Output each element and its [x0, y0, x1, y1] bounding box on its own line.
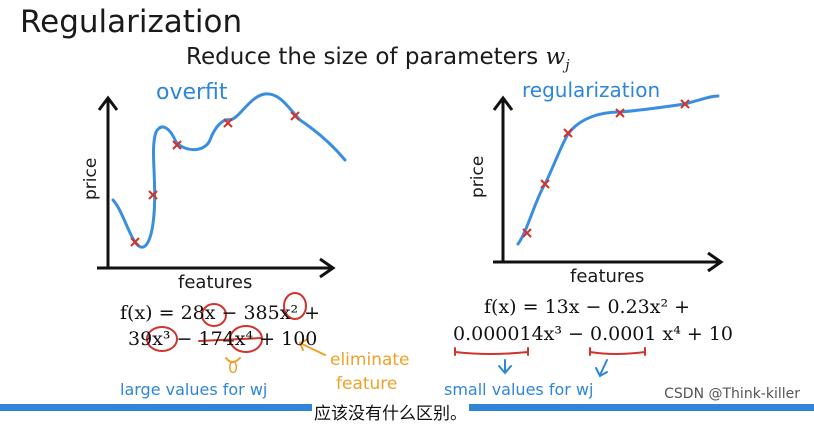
data-point-marker: [540, 179, 550, 189]
data-point-marker: [290, 111, 300, 121]
note-eliminate-line2: feature: [336, 374, 398, 394]
data-point-marker: [223, 118, 233, 128]
right-equation-line1: f(x) = 13x − 0.23x² +: [484, 296, 691, 318]
subtitle-variable: w: [545, 44, 566, 70]
underline-coef3: [454, 351, 529, 355]
watermark: CSDN @Think-killer: [664, 386, 800, 402]
handwritten-marks: [146, 292, 646, 378]
right-annotation-regularization: regularization: [522, 78, 661, 102]
note-small-values: small values for wj: [444, 380, 594, 399]
right-x-arrow: [707, 251, 724, 273]
data-point-marker: [522, 228, 532, 238]
data-point-marker: [172, 140, 182, 150]
slide: Regularization Reduce the size of parame…: [0, 4, 814, 424]
left-equation-line1: f(x) = 28x − 385x² +: [120, 302, 321, 324]
data-point-markers: [130, 99, 690, 247]
note-large-values: large values for wj: [120, 380, 268, 399]
data-point-marker: [680, 99, 690, 109]
strike-174: [198, 337, 263, 342]
arrow-eliminate: [298, 339, 326, 356]
right-y-arrow: [492, 95, 514, 111]
left-equation-line2: 39x³ − 174x⁴ + 100: [128, 328, 318, 350]
right-y-label: price: [468, 155, 488, 198]
right-axes: [492, 95, 724, 273]
left-y-arrow: [97, 95, 119, 111]
left-overfit-curve: [111, 92, 347, 249]
left-y-label: price: [81, 157, 101, 200]
video-caption: 应该没有什么区别。: [312, 399, 469, 424]
right-x-label: features: [570, 266, 645, 287]
data-point-marker: [130, 237, 140, 247]
data-point-marker: [615, 108, 625, 118]
left-annotation-overfit: overfit: [156, 80, 228, 105]
underline-coef4: [589, 351, 646, 355]
zero-tick: [225, 357, 241, 363]
data-point-marker: [563, 128, 573, 138]
right-equation-line2: 0.000014x³ − 0.0001 x⁴ + 10: [453, 323, 734, 345]
note-zero: 0: [228, 358, 239, 377]
subtitle-subscript: j: [565, 57, 570, 74]
subtitle-text: Reduce the size of parameters: [186, 44, 546, 70]
data-point-marker: [148, 190, 158, 200]
plots-svg: [97, 92, 724, 378]
circle-x2: [283, 292, 307, 320]
arrow-down-1: [498, 359, 512, 375]
circle-x: [201, 303, 227, 327]
note-eliminate-line1: eliminate: [330, 350, 410, 370]
arrow-down-2: [595, 359, 608, 378]
left-x-arrow: [319, 257, 336, 279]
left-x-label: features: [178, 272, 253, 293]
left-axes: [97, 95, 336, 279]
circle-x3: [146, 326, 178, 352]
slide-title: Regularization: [20, 4, 243, 40]
slide-subtitle: Reduce the size of parameters wj: [186, 44, 570, 74]
right-regularization-curve: [516, 94, 720, 246]
